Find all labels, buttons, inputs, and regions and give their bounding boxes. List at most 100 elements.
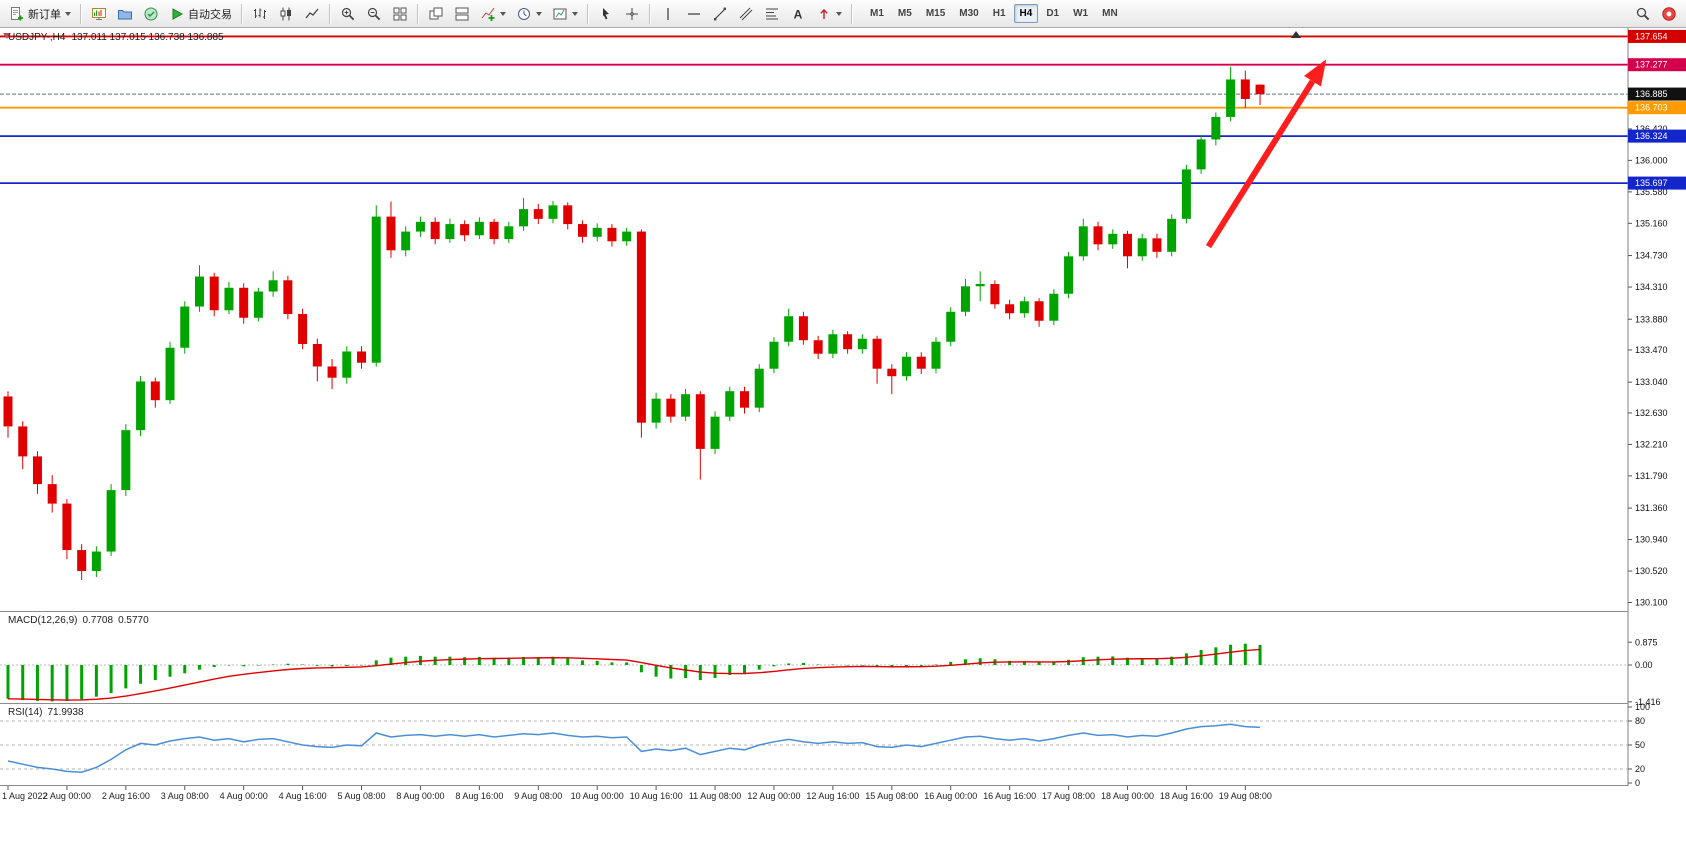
tile-horizontal-icon [455,7,469,20]
rsi-scale-label: 80 [1635,716,1645,726]
candle-body [91,551,101,572]
profiles-button[interactable] [113,2,137,25]
time-axis-label: 1 Aug 2022 [2,791,48,801]
one-click-trading-toggle[interactable] [3,33,11,39]
text-tool-button[interactable]: A [786,2,810,25]
candle-body [1152,238,1162,252]
auto-trading-button[interactable]: 自动交易 [165,2,236,25]
timeframe-m5-button[interactable]: M5 [892,4,918,23]
time-axis-label: 16 Aug 16:00 [983,791,1036,801]
toolbar-separator [649,3,651,24]
timeframe-m1-button[interactable]: M1 [864,4,890,23]
candle-body [357,351,367,363]
vertical-line-icon [667,7,669,20]
trendline-tool-button[interactable] [708,2,732,25]
new-order-icon [11,6,23,20]
candle-body [1108,233,1118,245]
price-tick-label: 136.420 [1635,124,1668,134]
timeframe-mn-button[interactable]: MN [1096,4,1124,23]
price-line-label: 136.885 [1635,89,1668,99]
cascade-windows-button[interactable] [424,2,448,25]
channel-tool-button[interactable] [734,2,758,25]
horizontal-line-tool-button[interactable] [682,2,706,25]
candle-body [1034,301,1044,321]
time-axis-label: 12 Aug 16:00 [806,791,859,801]
candle-body [18,426,28,457]
price-scale-area[interactable] [1628,28,1686,788]
indicators-button[interactable] [476,2,510,25]
toolbar-separator [417,3,419,24]
periods-button[interactable] [512,2,546,25]
crosshair-tool-button[interactable] [620,2,644,25]
candlestick-mode-button[interactable] [274,2,298,25]
candle-body [283,280,293,315]
cursor-tool-button[interactable] [594,2,618,25]
cascade-windows-icon [429,7,443,19]
candle-body [666,398,676,417]
price-tick-label: 134.730 [1635,251,1668,261]
candle-body [960,286,970,312]
candle-body [209,276,219,311]
timeframe-m30-button[interactable]: M30 [953,4,984,23]
main-toolbar: 新订单 自动交易 [0,0,1686,28]
time-axis-label: 2 Aug 16:00 [102,791,150,801]
candle-body [1255,84,1265,95]
candle-body [136,381,146,431]
timeframe-h1-button[interactable]: H1 [987,4,1012,23]
metaeditor-button[interactable] [139,2,163,25]
candle-body [695,394,705,449]
fibonacci-tool-button[interactable] [760,2,784,25]
candle-body [548,205,558,219]
arrow-head [1304,59,1327,87]
price-line-label: 137.277 [1635,60,1668,70]
bar-chart-mode-button[interactable] [248,2,272,25]
macd-name: MACD(12,26,9) [8,615,78,626]
tile-windows-button[interactable] [388,2,412,25]
price-line-label-box [1628,129,1686,143]
candlestick-icon [280,7,291,20]
candle-body [990,284,1000,305]
vertical-line-tool-button[interactable] [656,2,680,25]
line-chart-icon [305,8,319,18]
toolbar-separator [80,3,82,24]
price-tick-label: 133.040 [1635,377,1668,387]
time-axis-label: 19 Aug 08:00 [1219,791,1272,801]
line-chart-mode-button[interactable] [300,2,324,25]
timeframe-h4-button[interactable]: H4 [1013,4,1039,23]
chart-shift-marker[interactable] [1291,31,1301,38]
candle-body [887,368,897,377]
search-button[interactable] [1631,2,1655,25]
candle-body [165,347,175,401]
zoom-out-button[interactable] [362,2,386,25]
candle-body [194,276,204,307]
timeframe-w1-button[interactable]: W1 [1067,4,1094,23]
community-button[interactable] [1657,2,1681,25]
price-tick-label: 135.580 [1635,187,1668,197]
arrows-tool-button[interactable] [812,2,846,25]
new-order-button[interactable]: 新订单 [5,2,75,25]
candle-body [460,224,470,236]
candle-body [519,209,529,227]
candle-body [1019,301,1029,314]
candle-body [563,205,573,225]
price-tick-label: 131.360 [1635,503,1668,513]
caret-down-icon [536,11,542,16]
zoom-in-button[interactable] [336,2,360,25]
candle-body [1049,293,1059,321]
price-tick-label: 133.880 [1635,314,1668,324]
new-chart-button[interactable] [87,2,111,25]
tile-horizontal-button[interactable] [450,2,474,25]
time-axis-label: 15 Aug 08:00 [865,791,918,801]
candle-body [268,280,278,292]
candle-body [3,396,13,427]
zoom-in-icon [341,7,355,20]
timeframe-m15-button[interactable]: M15 [920,4,951,23]
rsi-scale-label: 50 [1635,740,1645,750]
macd-scale-label: -1.416 [1635,697,1661,707]
templates-button[interactable] [548,2,582,25]
timeframe-d1-button[interactable]: D1 [1040,4,1065,23]
rsi-scale-label: 0 [1635,778,1640,788]
text-icon: A [794,7,803,21]
trend-arrow-annotation[interactable] [1205,59,1327,249]
